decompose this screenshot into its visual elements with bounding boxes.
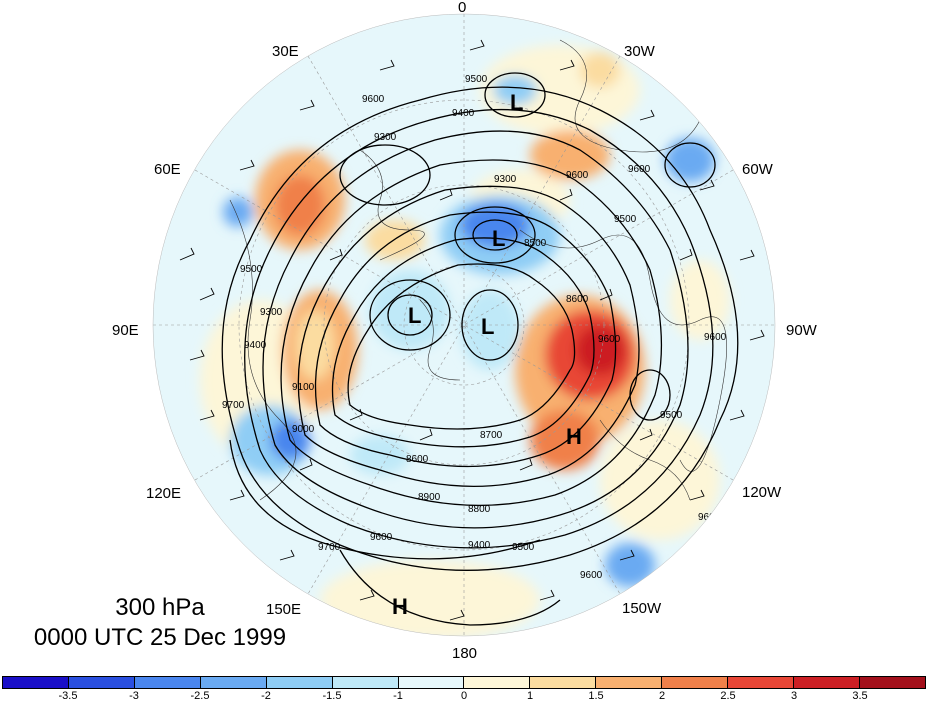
pressure-centers: L L L L H H [392, 90, 582, 619]
contour-label: 9400 [452, 108, 475, 119]
longitude-label: 180 [452, 645, 477, 662]
colorbar [2, 676, 926, 689]
contour-labels: 9500 9600 9400 9300 9600 9600 9500 9300 … [222, 74, 727, 581]
contour-label: 9600 [566, 170, 589, 181]
colorbar-tick-label: 3 [790, 690, 798, 702]
contour-label: 9500 [465, 74, 488, 85]
longitude-label: 60E [154, 161, 181, 178]
longitude-label: 60W [742, 161, 774, 178]
colorbar-tick-label: 1 [526, 690, 534, 702]
colorbar-segment [596, 677, 663, 688]
contour-label: 9400 [468, 540, 491, 551]
colorbar-segment [200, 677, 267, 688]
contour-label: 9600 [370, 532, 393, 543]
level-label: 300 hPa [115, 594, 205, 621]
colorbar-tick-label: -3.5 [58, 690, 78, 702]
colorbar-tick-label: -1 [393, 690, 403, 702]
longitude-label: 120W [742, 484, 782, 501]
contour-label: 8600 [406, 454, 429, 465]
contour-label: 9500 [660, 410, 683, 421]
contour-label: 9600 [698, 512, 721, 523]
contour-label: 8700 [480, 430, 503, 441]
contour-label: 9000 [292, 424, 315, 435]
colorbar-tick-label: 3.5 [852, 690, 868, 702]
low-center-label: L [481, 314, 494, 339]
colorbar-tick-label: 2.5 [720, 690, 736, 702]
wind-barbs [179, 39, 765, 621]
longitude-label: 90E [112, 322, 139, 339]
contour-label: 9300 [260, 307, 283, 318]
contour-label: 9100 [292, 382, 315, 393]
contour-label: 9600 [628, 164, 651, 175]
colorbar-segment [530, 677, 597, 688]
high-center-label: H [566, 424, 582, 449]
low-center-label: L [492, 226, 505, 251]
colorbar-segment [662, 677, 729, 688]
colorbar-segment [3, 677, 69, 688]
colorbar-segment [68, 677, 135, 688]
contour-label: 9400 [244, 340, 267, 351]
colorbar-tick-label: -2.5 [190, 690, 210, 702]
high-center-label: H [392, 594, 408, 619]
colorbar-ticks: -3.5 -3 -2.5 -2 -1.5 -1 0 1 1.5 2 2.5 3 3.5 [2, 690, 926, 702]
contour-label: 9600 [362, 94, 385, 105]
contour-label: 9600 [598, 334, 621, 345]
map-title-block: 300 hPa 0000 UTC 25 Dec 1999 [10, 593, 310, 653]
colorbar-segment [332, 677, 399, 688]
colorbar-segment [464, 677, 531, 688]
contour-label: 9600 [704, 332, 727, 343]
contour-label: 8600 [566, 294, 589, 305]
longitude-label: 120E [146, 485, 181, 502]
colorbar-segment [266, 677, 333, 688]
contour-label: 9500 [240, 264, 263, 275]
colorbar-segment [398, 677, 465, 688]
contour-label: 9300 [374, 132, 397, 143]
longitude-label: 0 [458, 0, 466, 16]
contour-label: 8900 [418, 492, 441, 503]
contour-label: 9700 [318, 542, 341, 553]
contour-label: 9300 [494, 174, 517, 185]
low-center-label: L [408, 303, 421, 328]
longitude-label: 30W [624, 43, 656, 60]
map-border [152, 13, 776, 637]
colorbar-tick-label: 0 [460, 690, 468, 702]
longitude-labels: 0 30W 60W 90W 120W 150W 180 150E 120E 90… [112, 0, 818, 662]
longitude-label: 150E [266, 601, 301, 618]
colorbar-tick-label: -3 [129, 690, 139, 702]
colorbar-segment [134, 677, 201, 688]
contour-label: 8800 [468, 504, 491, 515]
colorbar-tick-label: -2 [261, 690, 271, 702]
colorbar-segment [794, 677, 860, 688]
longitude-label: 150W [622, 600, 662, 617]
colorbar-tick-label: 1.5 [588, 690, 604, 702]
low-center-label: L [510, 90, 523, 115]
colorbar-segment [728, 677, 795, 688]
contour-label: 9700 [222, 400, 245, 411]
time-label: 0000 UTC 25 Dec 1999 [33, 624, 287, 651]
colorbar-segment [859, 677, 925, 688]
longitude-label: 90W [786, 322, 818, 339]
height-contours [221, 72, 739, 626]
longitude-label: 30E [272, 43, 299, 60]
colorbar-tick-label: -1.5 [322, 690, 342, 702]
contour-label: 9500 [512, 542, 535, 553]
contour-label: 9500 [614, 214, 637, 225]
colorbar-tick-label: 2 [658, 690, 666, 702]
contour-label: 8500 [524, 238, 547, 249]
contour-label: 9600 [580, 570, 603, 581]
